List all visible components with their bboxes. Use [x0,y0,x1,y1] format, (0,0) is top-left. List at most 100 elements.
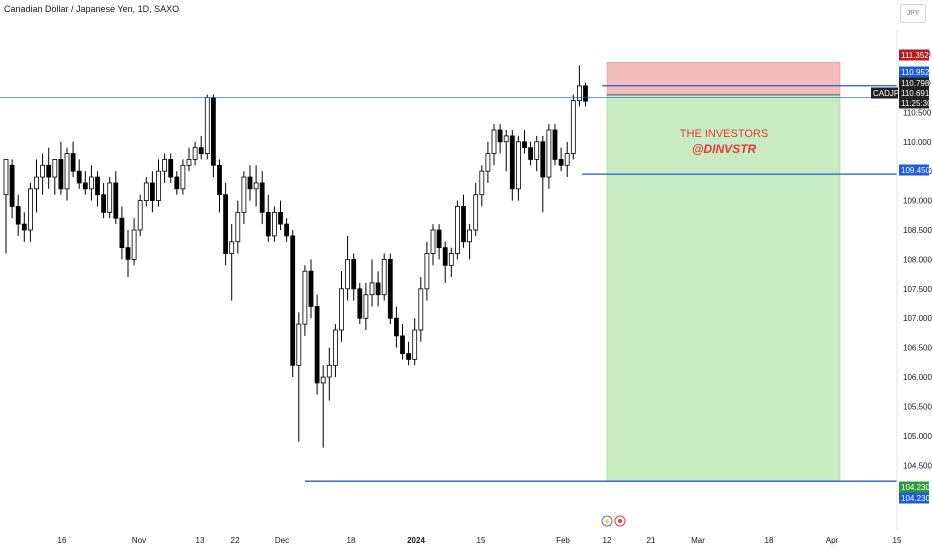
x-tick-label: Nov [132,536,146,545]
price-label-text: 104.230 [901,494,930,503]
candle-body [509,135,515,190]
candle [174,171,180,195]
candle-body [534,141,540,160]
candle-body [406,353,412,360]
candle-body [27,188,33,231]
x-tick-label: 16 [58,536,67,545]
candle-body [223,194,229,254]
candle-body [491,129,497,154]
candle-body [101,194,106,213]
candle-body [143,182,149,201]
candle-body [259,182,265,213]
x-tick-label: Apr [826,536,839,545]
take-profit-zone[interactable] [606,94,841,482]
candle-body [552,129,558,160]
candle [558,147,564,172]
candle [180,159,186,195]
candle [137,194,143,236]
candle-body [400,335,405,354]
candle [570,94,576,160]
horizontal-levels[interactable] [0,85,897,482]
candle-body [369,282,375,296]
candle [253,165,259,207]
position-zones[interactable] [606,61,841,482]
price-label-text: 104.230 [901,483,930,492]
candle-body [119,217,125,249]
event-markers[interactable]: ⚡ [601,515,626,527]
price-label-text: CADJPY [873,89,905,98]
annotation-line-1: THE INVESTORS [680,128,768,140]
candle-body [40,164,45,178]
candle-body [137,200,143,231]
candle [290,230,296,378]
x-tick-label: 18 [347,536,356,545]
stop-loss-zone[interactable] [606,61,841,96]
candle-body [168,159,174,178]
candle-body [326,364,332,378]
candle [552,124,558,166]
candle-body [558,159,564,166]
candle [143,177,149,207]
y-tick-label: 107.000 [903,314,932,323]
price-label-text: 11:25:30 [901,99,932,108]
level-price-label: 110.952 [899,66,930,78]
candle [284,218,290,242]
candle-body [381,259,387,296]
candle-body [21,223,27,231]
candle [64,147,70,201]
candle-body [278,211,283,225]
candle [314,294,320,395]
candle-body [217,164,222,196]
candle [149,171,155,213]
candle [278,200,283,230]
candle-body [265,211,271,237]
candle [70,141,76,178]
candle-body [503,135,509,143]
candle-body [467,229,473,243]
candle-body [235,211,241,243]
candle-body [76,170,82,184]
price-label-text: 110.691 [901,89,930,98]
candle [52,159,58,195]
candle [247,165,253,201]
target-price-label: 104.230 [899,481,930,493]
currency-selector[interactable]: JPY [900,4,926,23]
candle-body [485,153,491,172]
x-tick-label: Feb [556,536,570,545]
dividend-event-icon[interactable] [601,515,613,527]
y-tick-label: 110.000 [903,138,932,147]
x-tick-label: 15 [893,536,902,545]
candle-body [345,259,351,290]
candle [461,194,466,248]
candle-body [125,247,131,260]
y-tick-label: 105.500 [903,402,932,411]
candle [296,312,302,442]
candle-body [204,97,210,154]
candle-body [375,282,381,296]
candle-body [418,288,424,331]
candle [412,318,418,366]
candle-body [284,223,290,237]
candle [168,153,174,183]
candle-body [95,176,100,196]
candle-body [540,141,546,178]
candle-body [314,306,320,384]
price-axis[interactable]: 111.500111.000110.500110.000109.500109.0… [903,50,932,471]
candle [436,224,442,260]
candle-body [15,206,21,225]
candle-body [70,153,76,172]
candle-body [174,176,180,190]
candle [27,182,33,242]
price-labels: 111.352 110.952 110.798CADJPY110.69111:25:… [871,49,932,504]
candle [89,165,94,201]
candle-body [351,259,357,290]
x-tick-label: 12 [603,536,612,545]
time-axis[interactable]: 16 Nov 13 22 Dec 18 2024 15 Feb 12 21 Mar 18 Apr 15 [58,536,902,545]
candle [223,182,229,266]
y-tick-label: 104.500 [903,461,932,470]
lightning-icon: ⚡ [603,517,612,526]
candle-body [9,164,15,207]
price-price-label: 110.691 [899,87,930,99]
y-tick-label: 108.500 [903,226,932,235]
